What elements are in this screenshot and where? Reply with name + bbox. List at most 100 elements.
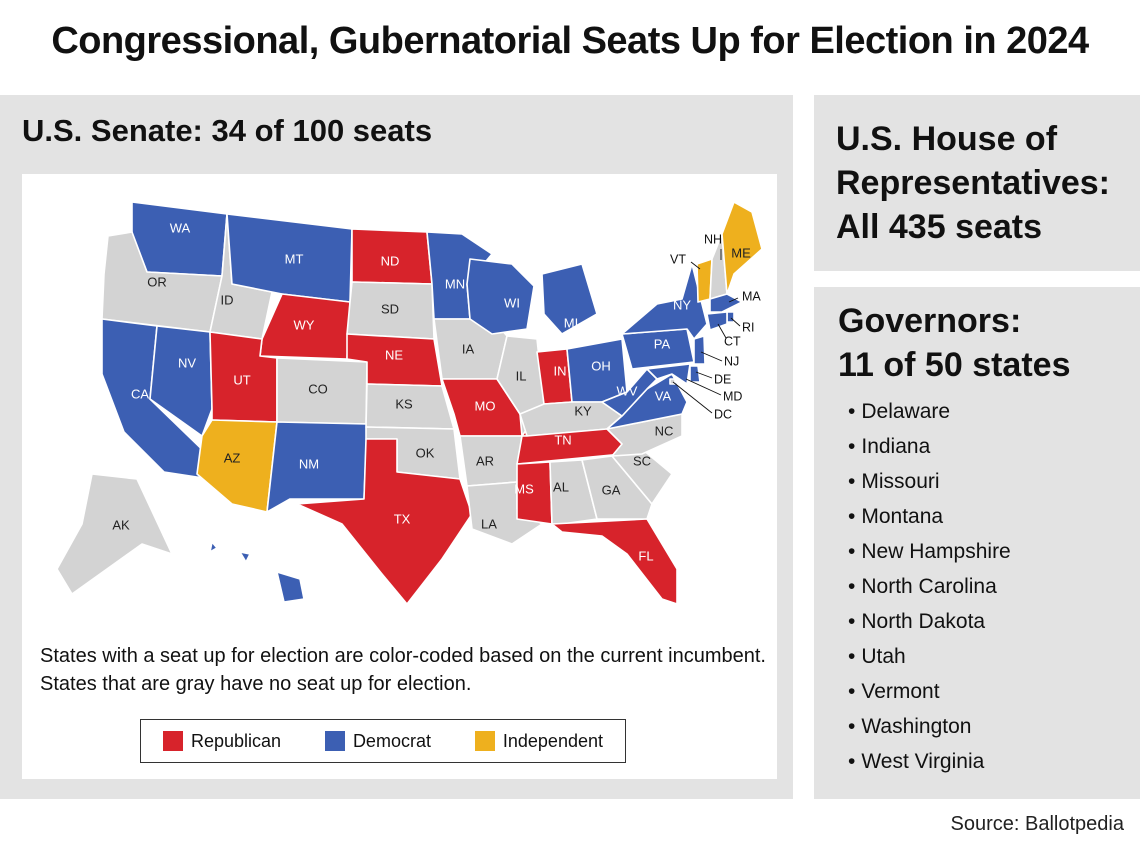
state-tx xyxy=(296,438,473,605)
page-title: Congressional, Gubernatorial Seats Up fo… xyxy=(51,20,1089,62)
governor-state-item: Montana xyxy=(854,499,1011,534)
map-note: States with a seat up for election are c… xyxy=(40,645,766,695)
legend-label-independent: Independent xyxy=(502,730,603,751)
state-ak xyxy=(56,473,173,595)
state-label-co: CO xyxy=(308,381,328,396)
governor-state-item: Delaware xyxy=(854,394,1011,429)
state-label-ak: AK xyxy=(112,517,130,532)
map-container: WA OR CA NV ID MT WY UT AZ CO NM ND SD NE KS OK TX MN IA MO… xyxy=(22,174,777,779)
leader-line-ma xyxy=(728,297,739,303)
state-label-ny: NY xyxy=(673,297,691,312)
state-label-nc: NC xyxy=(655,423,674,438)
governors-heading-line-1: Governors: xyxy=(838,302,1022,340)
state-label-al: AL xyxy=(553,479,569,494)
governors-heading: Governors: 11 of 50 states xyxy=(838,299,1070,387)
state-label-oh: OH xyxy=(591,358,611,373)
senate-heading: U.S. Senate: 34 of 100 seats xyxy=(22,113,433,148)
legend-swatch-democrat xyxy=(324,731,345,751)
house-heading-line-2: Representatives: xyxy=(836,164,1111,202)
legend-label-democrat: Democrat xyxy=(352,730,431,751)
state-label-mi: MI xyxy=(564,315,578,330)
governor-state-item: Missouri xyxy=(854,464,1011,499)
leader-line-vt xyxy=(690,261,701,270)
state-nj xyxy=(693,335,706,365)
state-ms xyxy=(516,461,553,525)
leader-line-ri xyxy=(730,317,741,327)
state-label-me: ME xyxy=(731,245,751,260)
governor-state-item: North Carolina xyxy=(854,569,1011,604)
state-ny xyxy=(621,263,708,340)
legend-republican: Republican xyxy=(162,731,281,752)
state-label-ms: MS xyxy=(514,481,534,496)
state-ri xyxy=(726,311,735,323)
legend-swatch-independent xyxy=(474,731,495,751)
state-label-wy: WY xyxy=(294,317,315,332)
house-panel: U.S. House of Representatives: All 435 s… xyxy=(814,95,1140,271)
legend-democrat: Democrat xyxy=(324,730,431,752)
governor-state-item: New Hampshire xyxy=(854,534,1010,569)
leader-line-de xyxy=(695,371,713,379)
state-label-mt: MT xyxy=(285,251,304,266)
senate-panel: U.S. Senate: 34 of 100 seats WA OR CA NV ID M… xyxy=(0,95,793,799)
state-md xyxy=(646,363,691,385)
state-hi xyxy=(209,541,305,603)
state-label-nh: NH xyxy=(704,232,722,246)
state-label-fl: FL xyxy=(638,548,653,563)
state-label-ks: KS xyxy=(395,396,413,411)
state-label-wa: WA xyxy=(170,220,191,235)
state-label-il: IL xyxy=(516,368,527,383)
governors-heading-line-2: 11 of 50 states xyxy=(838,346,1071,384)
governor-state-item: Indiana xyxy=(854,429,1011,464)
state-label-sd: SD xyxy=(381,301,399,316)
state-nv xyxy=(149,325,213,437)
state-label-md: MD xyxy=(723,389,742,403)
state-label-nm: NM xyxy=(299,456,319,471)
leader-line-nj xyxy=(700,351,723,362)
state-ma xyxy=(709,293,743,313)
leader-line-md xyxy=(685,378,722,396)
state-label-ca: CA xyxy=(131,386,149,401)
state-wy xyxy=(259,293,351,360)
state-label-va: VA xyxy=(655,388,672,403)
state-label-mo: MO xyxy=(475,398,496,413)
leader-line-dc xyxy=(672,381,713,414)
governors-panel: Governors: 11 of 50 states Delaware Indi… xyxy=(814,287,1140,799)
state-label-ky: KY xyxy=(574,403,592,418)
state-label-ga: GA xyxy=(602,482,621,497)
legend-independent: Independent xyxy=(474,730,603,752)
state-wa xyxy=(131,201,228,277)
state-label-or: OR xyxy=(147,274,167,289)
governor-state-item: Utah xyxy=(854,639,1011,674)
governor-state-item: North Dakota xyxy=(854,604,1011,639)
state-label-dc: DC xyxy=(714,407,732,421)
state-label-ar: AR xyxy=(476,453,494,468)
map-legend: Republican Democrat Independent xyxy=(140,719,626,763)
house-heading-line-1: U.S. House of xyxy=(836,120,1058,158)
state-nm xyxy=(266,421,368,513)
source-note: Source: Ballotpedia xyxy=(950,813,1124,835)
state-label-ne: NE xyxy=(385,347,403,362)
state-label-in: IN xyxy=(554,363,567,378)
governor-state-item: Washington xyxy=(854,709,1011,744)
governor-state-item: West Virginia xyxy=(854,744,1011,779)
us-map: WA OR CA NV ID MT WY UT AZ CO NM ND SD NE KS OK TX MN IA MO… xyxy=(56,201,763,605)
state-label-pa: PA xyxy=(654,336,671,351)
state-label-la: LA xyxy=(481,516,497,531)
state-label-sc: SC xyxy=(633,453,651,468)
state-label-hi: HI xyxy=(256,577,269,592)
state-mi xyxy=(541,263,598,335)
state-label-tx: TX xyxy=(394,511,411,526)
state-label-wi: WI xyxy=(504,295,520,310)
leader-line-ct xyxy=(717,323,727,339)
state-wi xyxy=(466,258,535,335)
house-heading-line-3: All 435 seats xyxy=(836,208,1043,246)
governor-state-item: Vermont xyxy=(854,674,1011,709)
house-heading: U.S. House of Representatives: All 435 s… xyxy=(836,117,1110,249)
state-label-ok: OK xyxy=(416,445,435,460)
state-label-nd: ND xyxy=(381,253,400,268)
state-de xyxy=(689,365,701,383)
state-label-nv: NV xyxy=(178,355,196,370)
governors-list: Delaware Indiana Missouri Montana New Ha… xyxy=(854,394,1011,779)
state-label-ct: CT xyxy=(724,334,741,348)
state-label-ia: IA xyxy=(462,341,475,356)
